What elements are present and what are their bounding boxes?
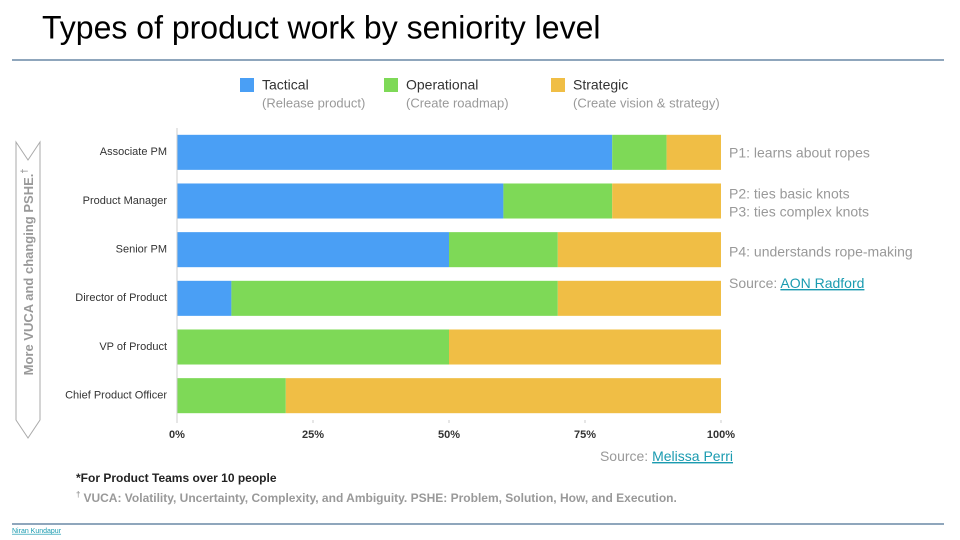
- source-link[interactable]: Melissa Perri: [652, 448, 733, 464]
- annotation: P3: ties complex knots: [729, 204, 869, 220]
- bar-segment: [449, 232, 558, 268]
- annotation: P2: ties basic knots: [729, 186, 850, 202]
- side-arrow-text: More VUCA and changing PSHE.†: [19, 169, 36, 376]
- x-tick-label: 75%: [574, 429, 596, 441]
- bar-segment: [177, 329, 449, 365]
- bar-segment: [285, 378, 721, 414]
- legend-description: (Release product): [262, 95, 365, 110]
- x-tick-label: 25%: [302, 429, 324, 441]
- bar-segment: [503, 183, 613, 219]
- bar-segment: [612, 134, 667, 170]
- footnote: *For Product Teams over 10 people: [76, 471, 277, 485]
- legend-swatch: [384, 78, 398, 92]
- legend-label: Operational: [406, 77, 478, 93]
- footer[interactable]: Niran Kundapur: [12, 528, 62, 535]
- footnote-mark: †: [76, 490, 80, 499]
- legend-swatch: [551, 78, 565, 92]
- slide-title: Types of product work by seniority level: [42, 9, 600, 45]
- source: Source: AON Radford: [729, 275, 864, 291]
- legend-label: Strategic: [573, 77, 628, 93]
- bar-segment: [177, 134, 613, 170]
- y-tick-label: Director of Product: [75, 292, 167, 304]
- source-link[interactable]: AON Radford: [780, 275, 864, 291]
- bar-segment: [557, 280, 721, 316]
- y-tick-label: Chief Product Officer: [65, 390, 167, 402]
- y-tick-label: Associate PM: [100, 146, 167, 158]
- bar-segment: [557, 232, 721, 268]
- bar-segment: [449, 329, 721, 365]
- side-arrow-mark: †: [19, 169, 29, 174]
- side-arrow-label: More VUCA and changing PSHE.: [21, 174, 36, 376]
- source: Source: Melissa Perri: [600, 448, 733, 464]
- legend-description: (Create vision & strategy): [573, 95, 720, 110]
- bar-segment: [177, 378, 286, 414]
- bar-segment: [666, 134, 721, 170]
- y-tick-label: VP of Product: [99, 341, 167, 353]
- annotation: P4: understands rope-making: [729, 244, 913, 260]
- footnote: † VUCA: Volatility, Uncertainty, Complexi…: [76, 490, 677, 505]
- annotation: P1: learns about ropes: [729, 145, 870, 161]
- bar-segment: [612, 183, 721, 219]
- y-tick-label: Product Manager: [83, 195, 168, 207]
- legend-label: Tactical: [262, 77, 309, 93]
- x-tick-label: 0%: [169, 429, 185, 441]
- side-arrow: [15, 140, 41, 439]
- bar-segment: [231, 280, 558, 316]
- legend-description: (Create roadmap): [406, 95, 509, 110]
- bar-segment: [177, 232, 449, 268]
- bar-segment: [177, 183, 504, 219]
- bar-segment: [177, 280, 232, 316]
- x-tick-label: 50%: [438, 429, 460, 441]
- x-tick-label: 100%: [707, 429, 735, 441]
- source-label: Source:: [600, 448, 648, 464]
- legend-swatch: [240, 78, 254, 92]
- source-label: Source:: [729, 275, 777, 291]
- footnote-text: VUCA: Volatility, Uncertainty, Complexit…: [83, 491, 676, 505]
- y-tick-label: Senior PM: [116, 244, 167, 256]
